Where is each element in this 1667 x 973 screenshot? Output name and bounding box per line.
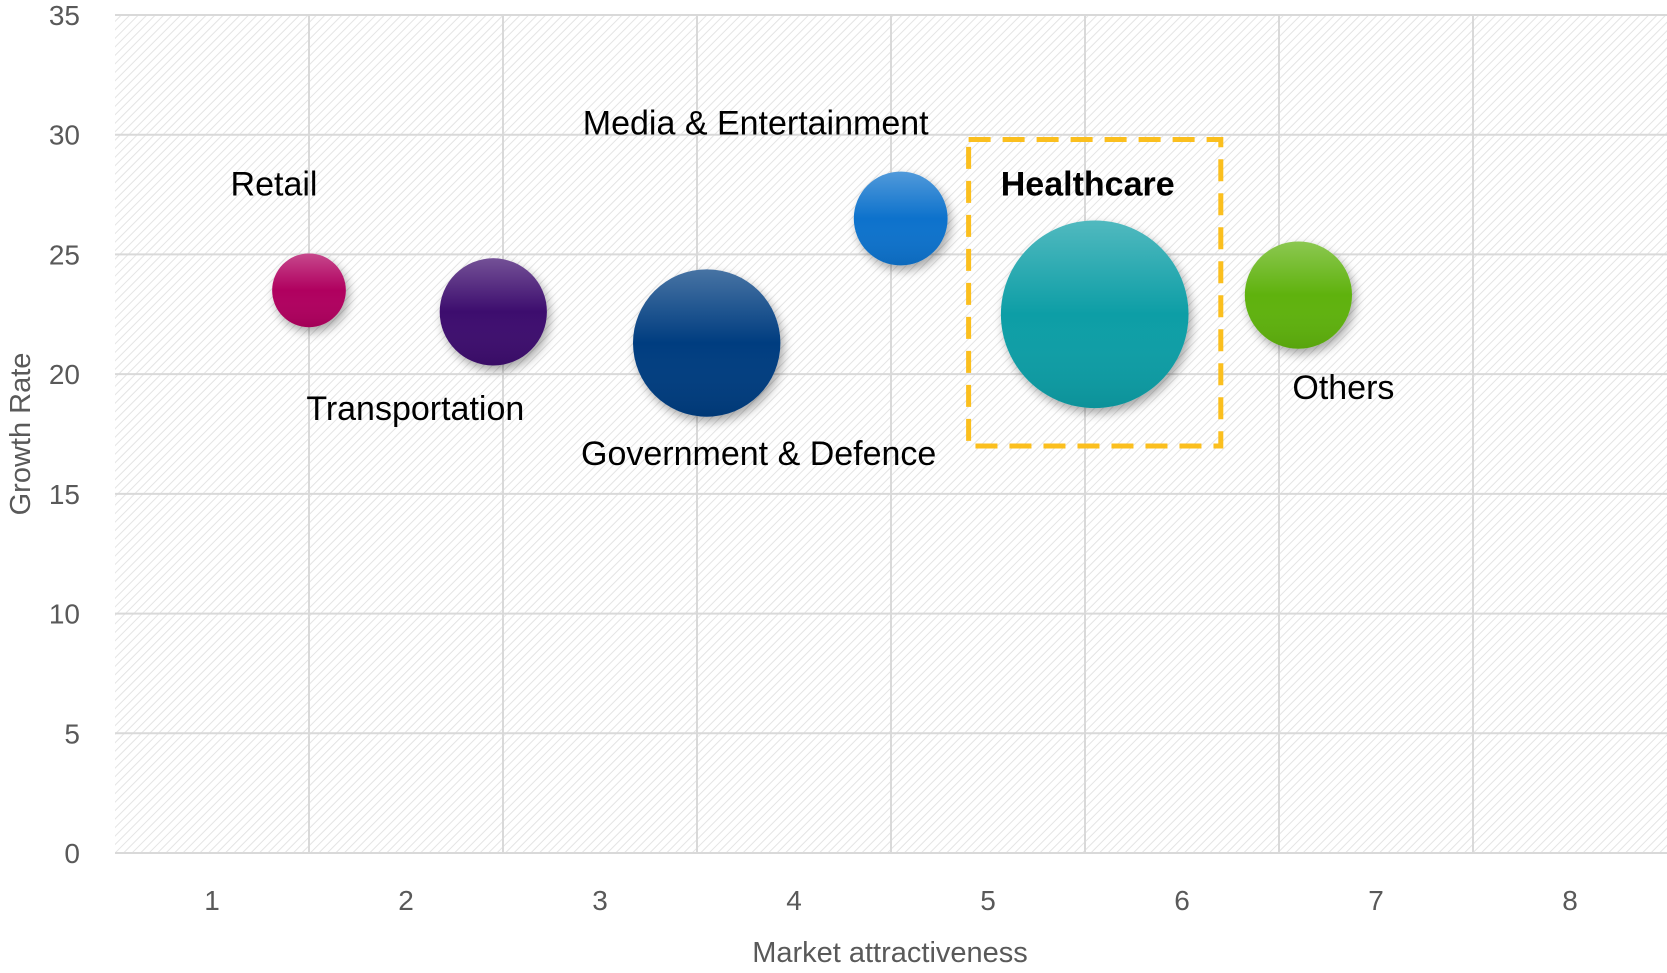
y-tick-label: 25 <box>49 239 80 270</box>
y-axis-title: Growth Rate <box>5 353 37 516</box>
bubble-label-government-and-defence: Government & Defence <box>581 435 936 473</box>
y-tick-label: 20 <box>49 359 80 390</box>
x-tick-label: 4 <box>786 885 802 916</box>
bubble-government-and-defence: Government & Defence <box>581 269 936 473</box>
y-tick-label: 5 <box>64 718 80 749</box>
bubble-label-media-and-entertainment: Media & Entertainment <box>583 105 929 143</box>
bubble-media-and-entertainment-shine <box>853 171 948 266</box>
x-tick-label: 3 <box>592 885 608 916</box>
x-tick-label: 8 <box>1562 885 1578 916</box>
bubble-label-retail: Retail <box>231 165 318 203</box>
bubble-others-shine <box>1244 241 1352 349</box>
bubble-retail-shine <box>272 253 346 328</box>
bubble-transportation-shine <box>439 258 547 366</box>
y-tick-label: 10 <box>49 599 80 630</box>
bubble-label-healthcare: Healthcare <box>1001 165 1175 203</box>
bubble-transportation: Transportation <box>306 258 547 428</box>
x-tick-label: 1 <box>204 885 220 916</box>
highlight-box <box>966 137 1224 449</box>
x-axis-title: Market attractiveness <box>752 937 1028 969</box>
bubble-label-others: Others <box>1292 369 1394 407</box>
bubble-label-transportation: Transportation <box>306 390 524 428</box>
bubble-healthcare: Healthcare <box>1000 165 1189 409</box>
y-tick-label: 35 <box>49 0 80 31</box>
bubbles: Retail Transportation Government & Defence… <box>231 105 1395 474</box>
highlight-box-layer <box>966 137 1224 449</box>
bubble-retail: Retail <box>231 165 346 328</box>
x-tick-label: 6 <box>1174 885 1190 916</box>
bubble-healthcare-shine <box>1000 220 1189 409</box>
tick-labels: 0 5 10 15 20 25 30 35 1 2 3 4 5 6 7 8 <box>49 0 1578 916</box>
y-tick-label: 30 <box>49 120 80 151</box>
gridlines <box>115 14 1667 854</box>
bubble-government-and-defence-shine <box>633 269 781 417</box>
bubble-others: Others <box>1244 241 1394 407</box>
x-tick-label: 2 <box>398 885 414 916</box>
bubble-media-and-entertainment: Media & Entertainment <box>583 105 948 266</box>
y-tick-label: 15 <box>49 479 80 510</box>
x-tick-label: 5 <box>980 885 996 916</box>
y-tick-label: 0 <box>64 838 80 869</box>
x-tick-label: 7 <box>1368 885 1384 916</box>
